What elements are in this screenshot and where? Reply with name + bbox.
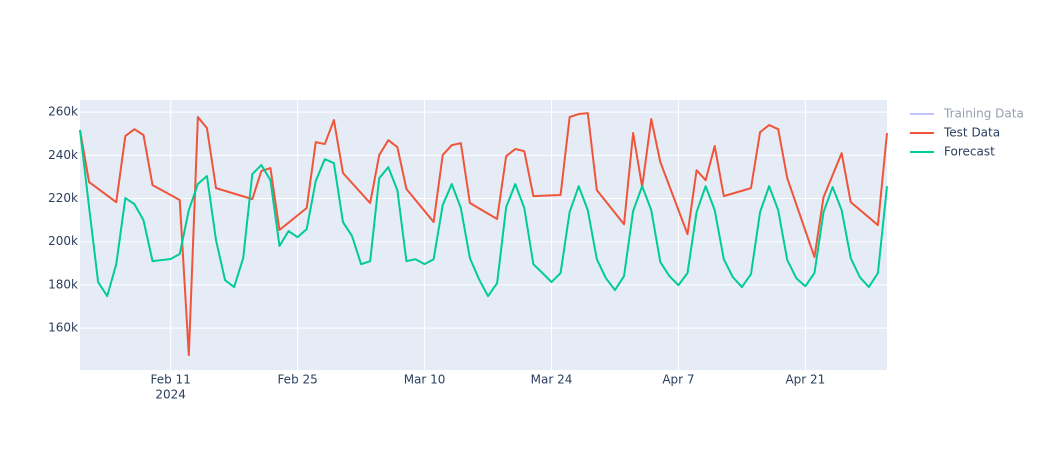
y-tick-label: 180k xyxy=(48,277,78,291)
x-tick-label: Feb 11 xyxy=(151,373,191,387)
x-tick-label: Apr 7 xyxy=(662,373,694,387)
x-tick-label: Apr 21 xyxy=(785,373,825,387)
series-line xyxy=(79,129,888,298)
x-tick-label: Mar 24 xyxy=(531,373,573,387)
y-tick-label: 220k xyxy=(48,191,78,205)
legend-label[interactable]: Test Data xyxy=(943,126,1000,140)
y-tick-label: 160k xyxy=(48,321,78,335)
y-tick-label: 200k xyxy=(48,234,78,248)
y-tick-label: 240k xyxy=(48,148,78,162)
series-line xyxy=(79,112,888,357)
plot-area xyxy=(80,100,887,370)
x-tick-label: Mar 10 xyxy=(404,373,446,387)
x-tick-label: Feb 25 xyxy=(277,373,317,387)
y-tick-label: 260k xyxy=(48,105,78,119)
legend-label[interactable]: Training Data xyxy=(943,107,1024,121)
legend-label[interactable]: Forecast xyxy=(944,145,995,159)
x-year-label: 2024 xyxy=(155,388,186,402)
